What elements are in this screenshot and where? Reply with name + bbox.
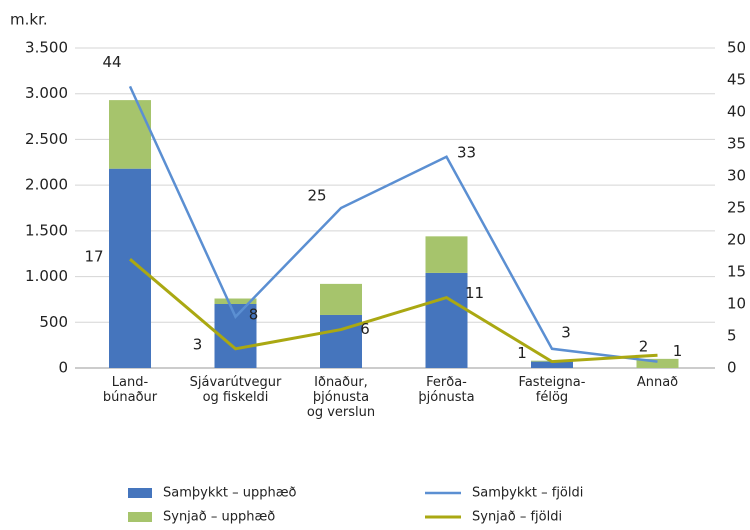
x-tick-line: þjónusta (313, 390, 369, 405)
y2-tick-label: 10 (727, 295, 746, 313)
y-tick-label: 3.000 (25, 84, 68, 102)
data-label: 1 (517, 344, 527, 362)
y2-tick-label: 25 (727, 199, 746, 217)
legend-swatch (128, 512, 152, 522)
line-series (129, 258, 658, 364)
x-tick-line: Ferða- (426, 375, 467, 390)
x-tick-label: Ferða-þjónusta (418, 375, 474, 405)
x-tick-label: Land-búnaður (103, 375, 158, 405)
data-label: 33 (457, 143, 476, 161)
x-tick-line: Sjávarútvegur (190, 375, 282, 390)
y-tick-label: 500 (39, 313, 68, 331)
x-tick-line: Annað (637, 375, 678, 390)
y2-tick-label: 35 (727, 135, 746, 153)
y-tick-label: 1.500 (25, 221, 68, 239)
y-tick-label: 2.000 (25, 176, 68, 194)
x-tick-label: Iðnaður, þjónusta og verslun (307, 375, 375, 420)
x-tick-label: Fasteigna-félög (519, 375, 586, 405)
y2-tick-label: 45 (727, 71, 746, 89)
y2-tick-label: 15 (727, 263, 746, 281)
y-tick-label: 3.500 (25, 39, 68, 57)
bar (320, 283, 362, 315)
y2-tick-label: 0 (727, 359, 737, 377)
y-tick-label: 2.500 (25, 130, 68, 148)
bar (109, 168, 151, 368)
legend-swatch (128, 488, 152, 498)
legend-label: Synjað – upphæð (163, 510, 275, 525)
bar (109, 100, 151, 169)
y-tick-label: 1.000 (25, 267, 68, 285)
legend-label: Samþykkt – fjöldi (472, 486, 583, 501)
x-tick-line: og fiskeldi (203, 390, 269, 405)
x-tick-line: og verslun (307, 405, 375, 420)
y2-tick-label: 20 (727, 231, 746, 249)
bar (320, 314, 362, 368)
legend-label: Samþykkt – upphæð (163, 486, 296, 501)
data-label: 11 (465, 284, 484, 302)
data-label: 2 (639, 338, 649, 356)
x-tick-line: þjónusta (418, 390, 474, 405)
x-tick-line: félög (536, 390, 568, 405)
legend-label: Synjað – fjöldi (472, 510, 562, 525)
bar (425, 272, 468, 368)
y-axis-label: m.kr. (10, 11, 48, 29)
y2-tick-label: 30 (727, 167, 746, 185)
x-tick-line: Fasteigna- (519, 375, 586, 390)
y2-tick-label: 40 (727, 103, 746, 121)
y2-tick-label: 5 (727, 327, 737, 345)
x-tick-line: Land- (112, 375, 149, 390)
y-tick-label: 0 (58, 359, 68, 377)
data-label: 6 (360, 320, 370, 338)
bar (425, 236, 468, 273)
bar (636, 358, 679, 368)
bar (531, 361, 573, 368)
data-label: 3 (193, 335, 203, 353)
x-tick-label: Sjávarútvegur og fiskeldi (190, 375, 282, 405)
x-tick-label: Annað (637, 375, 678, 390)
x-tick-line: Iðnaður, (314, 375, 368, 390)
data-label: 44 (102, 53, 121, 71)
data-label: 8 (249, 305, 259, 323)
data-label: 25 (307, 187, 326, 205)
data-label: 17 (84, 248, 103, 266)
line-series (128, 85, 658, 363)
data-label: 3 (561, 323, 571, 341)
y2-tick-label: 50 (727, 39, 746, 57)
x-tick-line: búnaður (103, 390, 158, 405)
data-label: 1 (673, 342, 683, 360)
bar (214, 298, 257, 304)
